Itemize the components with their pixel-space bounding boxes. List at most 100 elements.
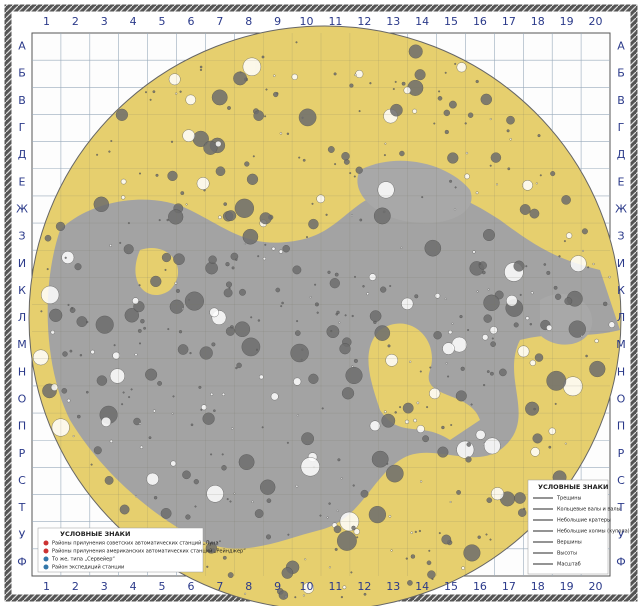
- crater: [101, 416, 112, 427]
- crater: [182, 470, 191, 480]
- crater: [260, 479, 276, 495]
- row-label: Ж: [615, 202, 627, 215]
- crater: [302, 594, 305, 597]
- crater: [169, 299, 184, 314]
- crater: [351, 314, 354, 318]
- row-label: Н: [18, 365, 26, 378]
- row-label: П: [617, 420, 625, 433]
- crater: [271, 246, 276, 251]
- crater: [336, 310, 340, 315]
- row-label: Д: [18, 148, 27, 161]
- crater: [368, 505, 386, 524]
- crater: [198, 385, 202, 389]
- crater: [270, 392, 279, 401]
- crater: [205, 542, 218, 554]
- legend-item: Масштаб: [557, 562, 581, 568]
- crater: [478, 262, 482, 266]
- legend-right: УСЛОВНЫЕ ЗНАКИ Трещины Кольцевые валы и в…: [527, 479, 630, 575]
- crater: [234, 321, 251, 338]
- crater: [525, 401, 540, 416]
- column-label: 17: [502, 580, 516, 593]
- crater: [351, 214, 354, 217]
- crater: [369, 82, 372, 85]
- crater: [383, 154, 386, 157]
- column-label: 13: [386, 15, 400, 28]
- legend-symbol: [43, 548, 49, 554]
- crater: [266, 498, 272, 504]
- crater: [369, 420, 381, 432]
- crater: [167, 328, 170, 331]
- legend-item: Кольцевые валы и валы: [557, 507, 621, 513]
- crater: [334, 547, 338, 551]
- crater: [394, 411, 397, 414]
- row-label: У: [618, 528, 625, 541]
- crater: [301, 432, 314, 446]
- crater: [199, 68, 203, 71]
- crater: [296, 414, 299, 417]
- crater: [405, 557, 408, 560]
- crater: [422, 435, 429, 443]
- crater: [421, 196, 424, 199]
- crater: [467, 112, 474, 118]
- row-label: Л: [18, 311, 26, 324]
- column-label: 14: [415, 15, 429, 28]
- crater: [234, 198, 254, 218]
- crater: [455, 390, 467, 402]
- column-label: 9: [274, 580, 281, 593]
- crater: [109, 244, 112, 247]
- crater: [486, 370, 490, 373]
- crater: [470, 403, 473, 406]
- crater: [221, 392, 226, 396]
- crater: [509, 138, 512, 141]
- crater: [414, 294, 419, 299]
- column-label: 17: [502, 15, 516, 28]
- crater: [399, 150, 405, 157]
- crater: [449, 179, 453, 183]
- row-label: Д: [617, 148, 626, 161]
- crater: [340, 595, 343, 599]
- crater: [85, 320, 89, 324]
- crater: [360, 489, 369, 498]
- crater: [298, 108, 317, 127]
- crater: [419, 370, 422, 373]
- crater: [177, 344, 189, 355]
- column-label: 6: [187, 15, 194, 28]
- column-label: 13: [386, 580, 400, 593]
- crater: [278, 249, 283, 254]
- legend-symbol: [43, 556, 49, 562]
- crater: [215, 166, 226, 176]
- craters: [32, 41, 615, 600]
- crater: [550, 171, 556, 177]
- crater: [222, 555, 227, 560]
- crater: [546, 324, 553, 331]
- crater: [308, 373, 319, 384]
- crater: [355, 69, 364, 78]
- crater: [389, 285, 392, 288]
- crater: [279, 132, 283, 135]
- crater: [40, 310, 43, 313]
- column-label: 11: [328, 15, 342, 28]
- column-label: 2: [72, 15, 79, 28]
- row-label: А: [18, 40, 26, 53]
- row-label: А: [617, 40, 625, 53]
- crater: [329, 278, 340, 289]
- crater: [210, 392, 214, 396]
- crater: [40, 285, 60, 304]
- crater: [548, 445, 552, 449]
- crater: [383, 410, 387, 414]
- crater: [338, 321, 341, 324]
- crater: [333, 525, 342, 534]
- crater: [168, 73, 181, 86]
- crater: [208, 255, 217, 264]
- legend-symbol: [43, 564, 49, 570]
- crater: [170, 140, 174, 143]
- column-label: 4: [130, 580, 137, 593]
- crater: [139, 445, 144, 449]
- crater: [138, 172, 141, 175]
- crater: [137, 328, 142, 333]
- limb: [28, 25, 622, 606]
- crater: [448, 330, 453, 335]
- row-label: И: [18, 257, 26, 270]
- row-label: Р: [618, 447, 625, 460]
- crater: [603, 301, 608, 307]
